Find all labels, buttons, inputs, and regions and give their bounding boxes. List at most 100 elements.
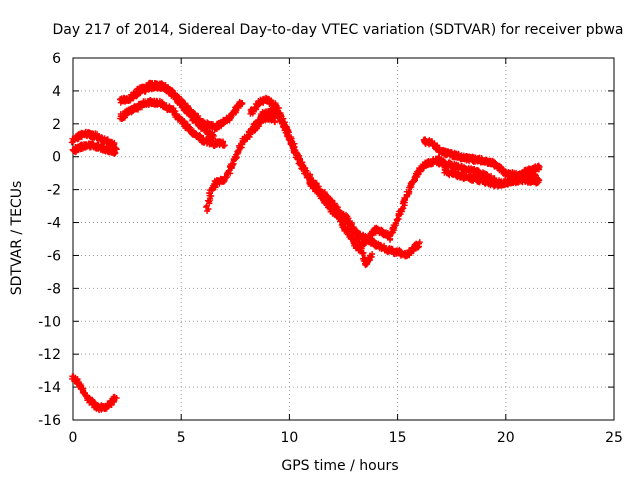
data-point: [339, 218, 346, 225]
data-point: [197, 134, 204, 141]
y-tick-label: -16: [38, 413, 61, 429]
data-point: [274, 107, 281, 113]
data-point: [320, 191, 327, 198]
data-point: [233, 155, 240, 162]
data-point: [268, 117, 275, 124]
data-point: [239, 100, 246, 107]
data-point: [179, 116, 186, 123]
data-point: [72, 374, 79, 381]
data-point: [257, 118, 264, 124]
data-point: [361, 254, 368, 261]
data-point: [167, 106, 174, 113]
data-point: [75, 135, 82, 142]
data-point: [166, 103, 173, 110]
data-point: [428, 138, 435, 145]
data-point: [227, 170, 234, 177]
data-point: [181, 119, 187, 126]
data-point: [70, 373, 77, 380]
data-point: [209, 134, 215, 141]
data-point: [266, 111, 273, 118]
data-point: [436, 154, 443, 160]
data-point: [348, 225, 355, 232]
data-point: [366, 233, 373, 240]
data-point: [393, 250, 400, 257]
data-point: [111, 394, 118, 401]
data-point: [338, 209, 345, 216]
y-tick-label: -6: [47, 248, 61, 264]
data-point: [209, 129, 216, 136]
data-point: [103, 136, 110, 143]
data-point: [511, 170, 518, 177]
data-point: [358, 245, 365, 252]
data-point: [368, 241, 375, 247]
data-point: [136, 89, 143, 96]
data-point: [367, 252, 373, 259]
data-point: [302, 170, 309, 177]
data-point: [357, 244, 364, 251]
data-point: [349, 227, 356, 234]
data-point: [313, 181, 320, 188]
series-track-j: [341, 224, 423, 260]
data-point: [245, 132, 252, 139]
data-point: [103, 144, 110, 151]
data-point: [117, 99, 124, 106]
data-point: [111, 141, 118, 148]
data-point: [535, 179, 542, 186]
data-point: [200, 118, 206, 125]
data-point: [211, 142, 218, 149]
data-point: [536, 177, 543, 183]
data-point: [394, 216, 401, 222]
data-point: [297, 160, 304, 167]
data-point: [230, 160, 237, 167]
data-point: [303, 167, 310, 174]
data-point: [205, 197, 211, 204]
data-point: [168, 88, 175, 95]
data-point: [85, 129, 92, 135]
data-point: [285, 129, 292, 136]
data-point: [430, 160, 437, 167]
data-point: [483, 171, 490, 178]
data-point: [336, 215, 343, 222]
data-point: [446, 172, 453, 179]
data-point: [351, 242, 358, 249]
y-axis-label: SDTVAR / TECUs: [9, 181, 25, 296]
data-point: [184, 106, 191, 113]
data-point: [229, 162, 236, 169]
data-point: [203, 202, 210, 209]
data-point: [536, 164, 543, 170]
data-point: [359, 255, 366, 262]
data-point: [347, 220, 354, 227]
data-point: [444, 167, 451, 174]
data-point: [109, 140, 116, 147]
data-point: [121, 113, 128, 120]
data-point: [321, 190, 328, 197]
data-point: [476, 179, 483, 185]
data-point: [111, 147, 118, 154]
data-point: [87, 144, 93, 151]
data-point: [275, 105, 282, 112]
data-point: [184, 121, 190, 128]
data-point: [290, 144, 296, 151]
data-point: [220, 120, 227, 127]
data-point: [380, 244, 387, 251]
data-point: [247, 131, 254, 138]
data-point: [498, 181, 505, 187]
data-point: [94, 404, 101, 411]
data-point: [195, 116, 202, 123]
data-point: [203, 127, 210, 134]
data-point: [287, 136, 294, 143]
data-point: [355, 247, 362, 254]
series-track-f: [134, 79, 246, 132]
data-point: [127, 91, 134, 98]
x-tick-label: 15: [389, 430, 407, 446]
data-point: [212, 184, 219, 191]
data-point: [345, 225, 352, 232]
data-point: [117, 96, 123, 103]
series-track-e: [117, 97, 228, 149]
y-tick-label: 4: [52, 84, 61, 100]
data-point: [436, 159, 443, 166]
data-point: [73, 148, 80, 155]
data-point: [196, 132, 203, 138]
